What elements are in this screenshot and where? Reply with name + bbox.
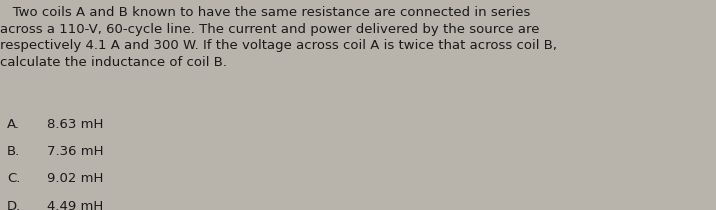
Text: Two coils A and B known to have the same resistance are connected in series
acro: Two coils A and B known to have the same… <box>0 6 557 69</box>
Text: 7.36 mH: 7.36 mH <box>47 145 103 158</box>
Text: D.: D. <box>7 200 21 210</box>
Text: 9.02 mH: 9.02 mH <box>47 172 103 185</box>
Text: A.: A. <box>7 118 20 131</box>
Text: 4.49 mH: 4.49 mH <box>47 200 103 210</box>
Text: 8.63 mH: 8.63 mH <box>47 118 103 131</box>
Text: C.: C. <box>7 172 21 185</box>
Text: B.: B. <box>7 145 21 158</box>
